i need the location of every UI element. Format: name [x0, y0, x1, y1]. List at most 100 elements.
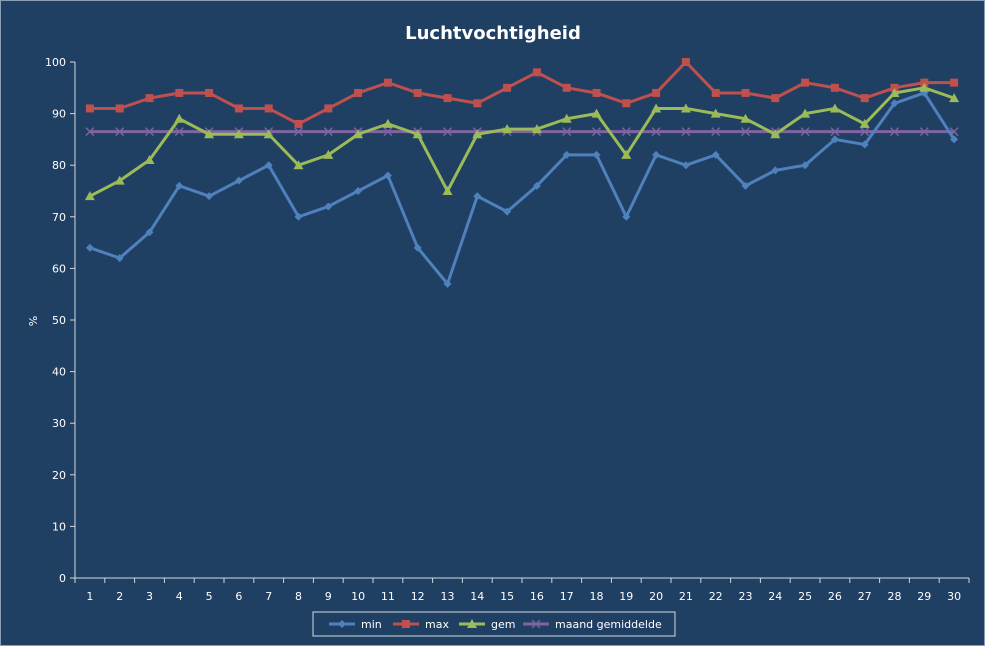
data-point-min — [443, 279, 452, 288]
legend-item-max: max — [393, 618, 449, 631]
y-tick-label: 70 — [52, 211, 66, 224]
legend-label: gem — [491, 618, 515, 631]
data-point-min — [324, 202, 333, 211]
data-point-gem — [651, 103, 662, 113]
legend-marker — [467, 619, 477, 628]
data-point-max — [503, 83, 512, 92]
data-point-min — [830, 135, 839, 144]
legend-label: max — [425, 618, 449, 631]
data-point-max — [920, 78, 929, 87]
data-point-min — [532, 181, 541, 190]
data-point-min — [383, 171, 392, 180]
data-point-maand-gemiddelde — [830, 127, 840, 137]
data-point-gem — [949, 93, 960, 103]
x-tick-label: 27 — [858, 590, 872, 603]
data-point-gem — [263, 129, 274, 139]
legend-box — [312, 611, 676, 637]
data-point-min — [681, 161, 690, 170]
data-point-maand-gemiddelde — [890, 127, 899, 137]
data-point-gem — [591, 108, 602, 118]
data-point-gem — [531, 124, 542, 134]
data-point-maand-gemiddelde — [294, 127, 303, 137]
x-tick-label: 4 — [176, 590, 183, 603]
series-min — [85, 88, 959, 288]
data-point-maand-gemiddelde — [741, 127, 750, 137]
data-point-max — [354, 88, 363, 97]
data-point-max — [473, 99, 482, 108]
data-point-min — [890, 99, 899, 108]
data-point-gem — [889, 87, 900, 97]
data-point-max — [383, 78, 392, 87]
data-point-max — [950, 78, 959, 87]
x-tick-label: 10 — [351, 590, 365, 603]
data-point-gem — [84, 191, 95, 201]
x-tick-label: 3 — [146, 590, 153, 603]
chart-title: Luchtvochtigheid — [405, 23, 581, 44]
data-point-gem — [502, 124, 513, 134]
x-tick-label: 11 — [381, 590, 395, 603]
y-tick-label: 20 — [52, 469, 66, 482]
x-tick-label: 8 — [295, 590, 302, 603]
x-tick-label: 29 — [917, 590, 931, 603]
data-point-gem — [829, 103, 840, 113]
data-point-gem — [710, 108, 721, 118]
data-point-max — [592, 88, 601, 97]
data-point-max — [681, 58, 690, 66]
data-point-gem — [114, 175, 125, 185]
data-point-gem — [621, 149, 632, 159]
data-point-min — [145, 228, 154, 237]
x-tick-label: 17 — [560, 590, 574, 603]
x-tick-label: 19 — [619, 590, 633, 603]
legend-item-min: min — [329, 618, 382, 631]
data-point-max — [294, 119, 303, 128]
data-point-maand-gemiddelde — [711, 127, 721, 137]
x-tick-label: 21 — [679, 590, 693, 603]
y-tick-label: 0 — [59, 572, 66, 585]
series-line-min — [89, 91, 956, 286]
data-point-min — [294, 212, 303, 221]
x-tick-label: 15 — [500, 590, 514, 603]
legend-label: min — [361, 618, 382, 631]
data-point-gem — [204, 129, 215, 139]
data-point-gem — [859, 118, 870, 128]
legend-marker — [531, 619, 541, 629]
x-tick-label: 20 — [649, 590, 663, 603]
data-point-maand-gemiddelde — [800, 127, 810, 137]
data-point-gem — [233, 129, 244, 139]
data-point-max — [413, 88, 422, 97]
legend: min max gem maand gemiddelde — [312, 611, 676, 637]
legend-label: maand gemiddelde — [555, 618, 662, 631]
data-point-min — [860, 140, 869, 149]
data-point-gem — [442, 186, 453, 195]
data-point-gem — [740, 113, 751, 123]
data-point-max — [801, 78, 810, 87]
data-point-maand-gemiddelde — [919, 127, 929, 137]
data-point-max — [175, 88, 184, 97]
data-point-min — [85, 243, 94, 252]
data-point-maand-gemiddelde — [621, 127, 631, 137]
series-layer — [84, 58, 960, 288]
y-axis-label: % — [27, 316, 40, 326]
data-point-min — [473, 192, 482, 201]
data-point-gem — [323, 149, 334, 159]
data-point-min — [234, 176, 243, 185]
data-point-min — [354, 187, 363, 195]
legend-item-maand-gemiddelde: maand gemiddelde — [523, 618, 662, 631]
x-tick-label: 13 — [441, 590, 455, 603]
data-point-min — [413, 243, 422, 252]
y-tick-label: 60 — [52, 262, 66, 275]
data-point-maand-gemiddelde — [145, 127, 154, 137]
data-point-min — [503, 207, 512, 216]
data-point-max — [860, 94, 869, 103]
data-point-max — [622, 99, 631, 108]
x-tick-label: 24 — [768, 590, 782, 603]
x-tick-label: 6 — [235, 590, 242, 603]
data-point-max — [115, 104, 124, 113]
x-tick-label: 7 — [265, 590, 272, 603]
x-tick-label: 16 — [530, 590, 544, 603]
legend-marker — [402, 620, 410, 628]
x-tick-label: 25 — [798, 590, 812, 603]
x-tick-label: 9 — [325, 590, 332, 603]
